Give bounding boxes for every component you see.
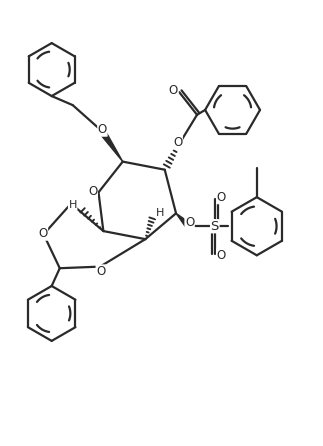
Text: O: O [217,249,226,262]
Polygon shape [176,213,191,228]
Text: S: S [211,220,219,233]
Text: H: H [156,208,164,218]
Text: O: O [185,216,194,229]
Text: O: O [98,123,107,136]
Text: O: O [173,136,182,149]
Text: O: O [38,227,47,240]
Text: H: H [68,200,77,210]
Polygon shape [99,129,123,161]
Text: O: O [96,265,105,278]
Text: O: O [217,190,226,204]
Text: O: O [169,84,178,97]
Text: O: O [88,185,97,198]
